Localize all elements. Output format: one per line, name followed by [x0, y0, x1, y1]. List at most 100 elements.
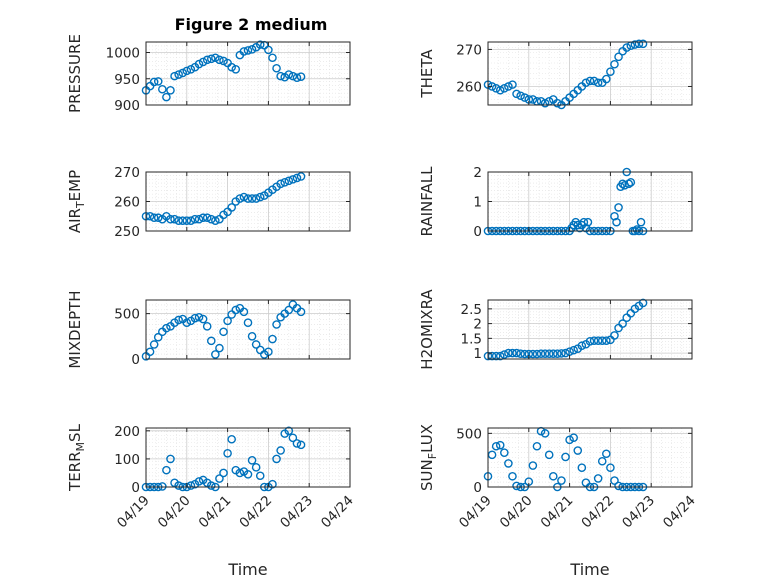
- data-point: [548, 349, 558, 358]
- data-point: [206, 336, 216, 346]
- y-axis-label: MIXDEPTH: [66, 290, 84, 368]
- data-point: [243, 194, 253, 203]
- data-point: [540, 349, 550, 358]
- y-axis-label: SUNFLUX: [418, 424, 439, 491]
- data-point: [243, 318, 253, 327]
- data-point: [272, 320, 281, 329]
- data-point: [292, 73, 302, 82]
- data-point: [508, 348, 517, 358]
- data-point: [227, 434, 236, 444]
- data-point: [548, 471, 558, 481]
- data-point: [544, 349, 554, 358]
- data-point: [158, 84, 167, 94]
- y-axis-label: RAINFALL: [418, 166, 436, 237]
- data-point: [638, 39, 648, 49]
- data-point: [170, 71, 179, 81]
- data-point: [255, 192, 265, 202]
- x-axis-label: Time: [227, 560, 267, 579]
- data-point: [292, 439, 302, 448]
- subplot-theta: 260 270 THETA: [418, 39, 693, 110]
- data-point: [215, 55, 224, 65]
- data-point: [292, 173, 302, 183]
- data-point: [585, 336, 595, 346]
- data-point: [276, 179, 285, 189]
- data-point: [504, 82, 513, 91]
- data-point: [284, 426, 294, 436]
- data-point: [231, 305, 241, 315]
- data-point: [219, 468, 228, 478]
- subplot-rainfall: 0 1 2 RAINFALL: [418, 165, 693, 240]
- data-point: [153, 77, 163, 86]
- data-point: [618, 179, 627, 189]
- data-point: [153, 213, 163, 223]
- data-point: [634, 39, 644, 49]
- data-point: [504, 348, 513, 358]
- data-point: [255, 471, 265, 481]
- y-tick-label: 1.5: [461, 331, 482, 347]
- y-tick-label: 1: [473, 346, 482, 362]
- data-point: [211, 350, 220, 359]
- data-point: [211, 216, 220, 225]
- data-point: [162, 323, 171, 333]
- data-point: [614, 203, 623, 212]
- data-point: [190, 313, 200, 323]
- y-tick-label: 260: [114, 195, 140, 211]
- data-point: [520, 349, 530, 359]
- data-point: [219, 327, 228, 337]
- data-point: [593, 474, 603, 483]
- data-point: [206, 214, 216, 224]
- data-point: [585, 76, 595, 86]
- data-point: [296, 72, 306, 81]
- y-axis-label: PRESSURE: [66, 34, 84, 113]
- data-point: [198, 57, 208, 67]
- data-point: [614, 481, 623, 491]
- axes-frame: [145, 299, 351, 360]
- y-tick-label: 500: [114, 307, 140, 323]
- y-tick-label: 900: [114, 98, 140, 114]
- data-point: [553, 98, 562, 108]
- data-point: [166, 454, 175, 464]
- y-tick-label: 2.5: [461, 302, 482, 318]
- data-point: [158, 482, 167, 491]
- data-point: [247, 456, 257, 465]
- data-point: [508, 471, 517, 481]
- y-tick-label: 0: [473, 480, 482, 496]
- y-axis-label: H2OMIXRA: [418, 289, 436, 370]
- data-point: [520, 93, 530, 102]
- data-point: [500, 84, 509, 93]
- data-point: [243, 46, 253, 55]
- data-point: [557, 349, 566, 358]
- data-point: [255, 40, 265, 49]
- data-point: [202, 213, 212, 223]
- data-point: [162, 465, 171, 475]
- data-point: [500, 350, 509, 359]
- data-point: [284, 70, 294, 79]
- data-point: [288, 433, 298, 443]
- data-point: [610, 59, 619, 69]
- data-point: [288, 175, 298, 184]
- data-point: [632, 225, 642, 234]
- data-point: [239, 47, 249, 56]
- data-point: [516, 349, 525, 358]
- data-point: [149, 77, 159, 87]
- data-point: [219, 56, 228, 66]
- data-point: [227, 62, 236, 72]
- data-point: [491, 84, 501, 93]
- data-point: [630, 40, 640, 49]
- y-tick-label: 260: [456, 79, 482, 95]
- data-point: [589, 336, 599, 346]
- figure-title: Figure 2 medium: [175, 15, 328, 34]
- y-tick-label: 270: [114, 165, 140, 181]
- data-point: [215, 474, 224, 483]
- data-point: [296, 307, 306, 317]
- data-point: [618, 319, 627, 328]
- data-point: [202, 55, 212, 65]
- data-point: [569, 433, 578, 442]
- data-point: [198, 213, 208, 223]
- data-point: [284, 305, 294, 315]
- data-point: [247, 45, 257, 54]
- data-point: [276, 446, 285, 455]
- data-point: [251, 194, 261, 203]
- data-point: [636, 217, 646, 227]
- y-tick-label: 0: [131, 352, 140, 368]
